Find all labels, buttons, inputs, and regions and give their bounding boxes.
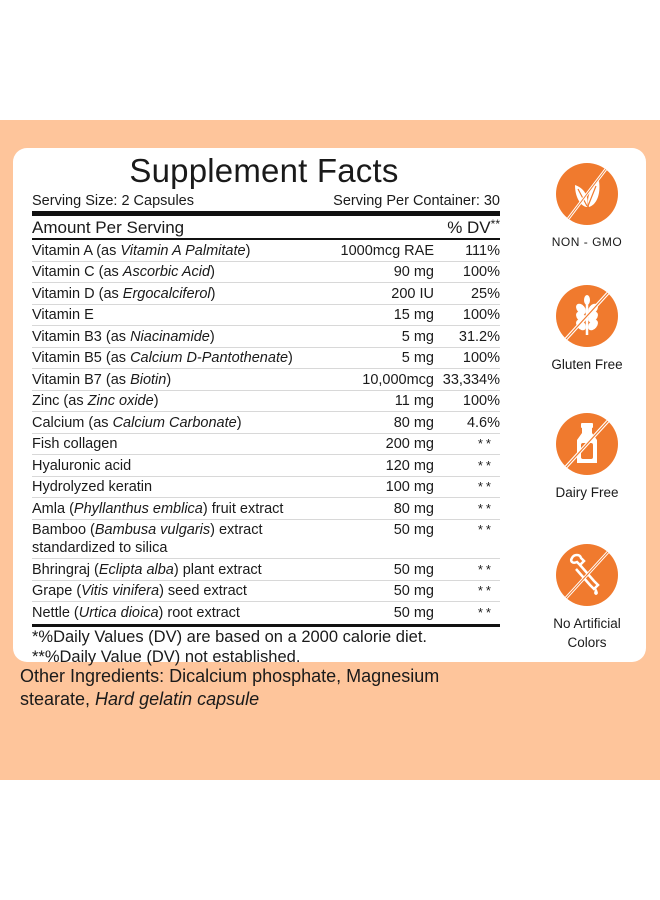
badge-label: Gluten Free	[551, 357, 623, 372]
nutrient-row: Vitamin A (as Vitamin A Palmitate) 1000mc…	[32, 240, 500, 262]
nutrient-dv: 111%	[465, 242, 500, 259]
nutrient-amount: 15 mg	[393, 307, 434, 323]
nutrient-amount: 200 mg	[385, 436, 434, 452]
nutrient-amount: 50 mg	[393, 561, 434, 578]
nutrient-amount: 1000mcg RAE	[340, 242, 435, 259]
nutrient-name: Vitamin B7 (as Biotin)	[32, 371, 172, 388]
header-dv-mark: **	[490, 217, 500, 231]
nutrient-name: Vitamin A (as Vitamin A Palmitate)	[32, 242, 251, 259]
nutrient-rows: Vitamin A (as Vitamin A Palmitate) 1000mc…	[32, 240, 500, 623]
nutrient-dv: 100%	[462, 393, 500, 409]
nutrient-dv: 100%	[462, 350, 500, 366]
nutrient-amount: 10,000mcg	[362, 371, 434, 388]
nutrient-name: Grape (Vitis vinifera) seed extract	[32, 583, 247, 599]
nutrient-row: Vitamin D (as Ergocalciferol) 200 IU 25%	[32, 283, 500, 305]
nutrient-name: Vitamin E	[32, 307, 94, 323]
nutrient-amount: 5 mg	[401, 350, 434, 366]
header-amount-per-serving: Amount Per Serving	[32, 218, 185, 237]
nutrient-row: Vitamin E 15 mg 100%	[32, 305, 500, 326]
nutrient-dv: **	[477, 561, 494, 577]
badge-gluten-free: Gluten Free	[545, 285, 629, 374]
nutrient-amount: 50 mg	[393, 583, 434, 599]
nutrient-amount: 50 mg	[393, 604, 434, 621]
nutrient-amount: 200 IU	[391, 285, 434, 302]
nutrient-name: Zinc (as Zinc oxide)	[32, 393, 159, 409]
nutrient-name: Bhringraj (Eclipta alba) plant extract	[32, 561, 262, 578]
nutrient-row: Calcium (as Calcium Carbonate) 80 mg 4.6%	[32, 412, 500, 434]
serving-size: Serving Size: 2 Capsules	[32, 193, 194, 209]
divider-bottom	[32, 623, 500, 627]
nutrient-amount: 50 mg	[393, 522, 434, 538]
divider-thick	[32, 211, 500, 216]
footnote-not-established: **%Daily Value (DV) not established.	[32, 647, 301, 666]
badge-label: NON - GMO	[551, 235, 623, 249]
nutrient-row: Amla (Phyllanthus emblica) fruit extract…	[32, 498, 500, 520]
nutrient-dv: **	[477, 479, 494, 494]
nutrient-amount: 80 mg	[393, 500, 434, 517]
nutrient-amount: 100 mg	[385, 479, 434, 495]
footnote-dv: *%Daily Values (DV) are based on a 2000 …	[32, 627, 427, 646]
nutrient-dv: 100%	[462, 307, 500, 323]
nutrient-row: Vitamin B5 (as Calcium D-Pantothenate) 5 …	[32, 348, 500, 369]
leaf-crossed-icon	[556, 163, 618, 225]
nutrient-dv: 31.2%	[458, 328, 500, 345]
nutrient-name: Vitamin C (as Ascorbic Acid)	[32, 264, 215, 280]
nutrient-row: Bhringraj (Eclipta alba) plant extract 50…	[32, 559, 500, 581]
header-dv: % DV**	[447, 217, 500, 237]
nutrient-row: Grape (Vitis vinifera) seed extract 50 mg…	[32, 581, 500, 602]
divider-medium	[32, 238, 500, 240]
badge-label: Dairy Free	[555, 485, 619, 500]
nutrient-dv: **	[477, 522, 494, 537]
nutrient-name: Vitamin B5 (as Calcium D-Pantothenate)	[32, 350, 293, 366]
other-ingredients: Other Ingredients: Dicalcium phosphate, …	[20, 666, 440, 709]
nutrient-name: Hydrolyzed keratin	[32, 479, 153, 495]
badge-no-artificial-colors: No Artificial Colors	[545, 544, 629, 652]
nutrient-name: Nettle (Urtica dioica) root extract	[32, 604, 240, 621]
badge-non-gmo: NON - GMO	[545, 163, 629, 252]
nutrient-name: Amla (Phyllanthus emblica) fruit extract	[32, 500, 284, 517]
nutrient-dv: 100%	[462, 264, 500, 280]
nutrient-name: Hyaluronic acid	[32, 457, 132, 474]
nutrient-dv: **	[477, 500, 494, 516]
nutrient-name: Fish collagen	[32, 436, 118, 452]
nutrient-dv: **	[477, 457, 494, 473]
nutrient-name: Vitamin B3 (as Niacinamide)	[32, 328, 215, 345]
nutrient-amount: 90 mg	[393, 264, 434, 280]
nutrient-dv: 4.6%	[466, 414, 500, 431]
servings-per-container: Serving Per Container: 30	[333, 193, 500, 209]
nutrient-dv: **	[477, 436, 494, 451]
nutrient-amount: 120 mg	[385, 457, 434, 474]
facts-card	[13, 148, 646, 662]
nutrient-row: Vitamin C (as Ascorbic Acid) 90 mg 100%	[32, 262, 500, 283]
nutrient-row: Hyaluronic acid 120 mg **	[32, 455, 500, 477]
nutrient-row: Zinc (as Zinc oxide) 11 mg 100%	[32, 391, 500, 412]
dropper-crossed-icon	[556, 544, 618, 606]
supplement-facts-panel: Supplement Facts Serving Size: 2 Capsule…	[32, 152, 500, 667]
nutrient-name: Vitamin D (as Ergocalciferol)	[32, 285, 216, 302]
nutrient-dv: **	[477, 583, 494, 598]
nutrient-row: Fish collagen 200 mg **	[32, 434, 500, 455]
nutrient-row: Bamboo (Bambusa vulgaris) extract standa…	[32, 520, 500, 559]
nutrient-name: Calcium (as Calcium Carbonate)	[32, 414, 242, 431]
nutrient-amount: 5 mg	[401, 328, 434, 345]
panel-title: Supplement Facts	[129, 152, 399, 189]
nutrient-row: Nettle (Urtica dioica) root extract 50 mg…	[32, 602, 500, 623]
nutrient-name: Bamboo (Bambusa vulgaris) extract standa…	[32, 522, 263, 556]
nutrient-row: Hydrolyzed keratin 100 mg **	[32, 477, 500, 498]
nutrient-dv: 25%	[470, 285, 500, 302]
milk-bottle-crossed-icon	[556, 413, 618, 475]
nutrient-amount: 80 mg	[393, 414, 434, 431]
table-header: Amount Per Serving % DV**	[32, 216, 500, 238]
nutrient-row: Vitamin B3 (as Niacinamide) 5 mg 31.2%	[32, 326, 500, 348]
nutrient-row: Vitamin B7 (as Biotin) 10,000mcg 33,334%	[32, 369, 500, 391]
serving-info: Serving Size: 2 Capsules Serving Per Con…	[32, 192, 500, 210]
badge-dairy-free: Dairy Free	[545, 413, 629, 502]
nutrient-amount: 11 mg	[394, 393, 434, 409]
wheat-crossed-icon	[556, 285, 618, 347]
nutrient-dv: 33,334%	[442, 371, 500, 388]
badge-label: No Artificial Colors	[553, 616, 621, 650]
nutrient-dv: **	[477, 604, 494, 620]
